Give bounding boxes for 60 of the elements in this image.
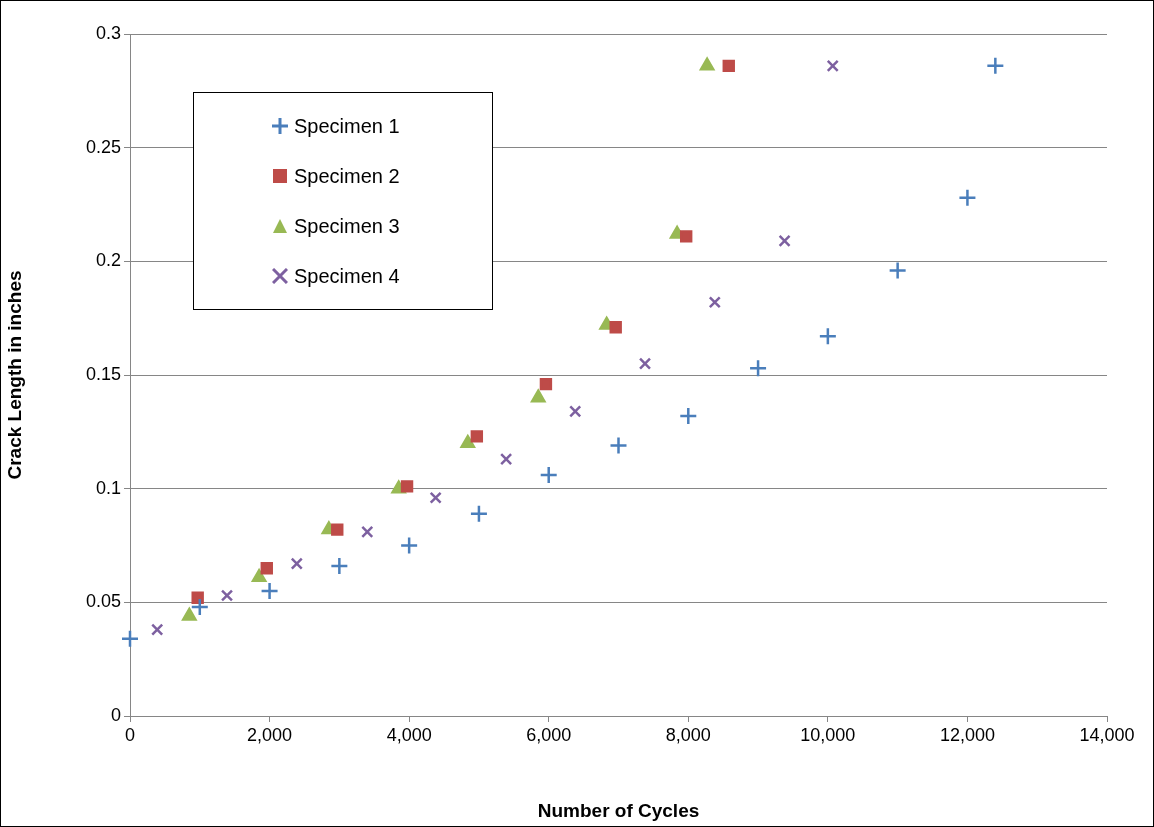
- legend-label: Specimen 4: [294, 264, 400, 288]
- point: [429, 491, 442, 504]
- x-tick-label: 12,000: [939, 724, 995, 745]
- x-axis-title: Number of Cycles: [537, 799, 700, 821]
- point: [260, 562, 273, 575]
- legend-label: Specimen 3: [294, 214, 400, 238]
- x-tick-label: 0: [124, 724, 136, 745]
- y-tick-label: 0: [110, 704, 121, 725]
- legend-label: Specimen 1: [294, 114, 400, 138]
- point: [361, 525, 374, 539]
- point: [330, 556, 349, 576]
- x-tick-label: 14,000: [1079, 724, 1135, 745]
- point: [609, 321, 622, 334]
- point: [539, 377, 553, 391]
- point: [826, 59, 839, 73]
- point: [539, 465, 558, 485]
- point: [331, 523, 344, 536]
- x-tick-label: 8,000: [665, 724, 711, 745]
- point: [699, 57, 715, 71]
- point: [569, 405, 582, 418]
- point: [748, 358, 768, 378]
- y-tick-label: 0.3: [95, 22, 121, 43]
- x-tick-label: 10,000: [800, 724, 856, 745]
- y-tick-label: 0.15: [85, 363, 121, 384]
- point: [470, 430, 484, 443]
- point: [190, 597, 210, 617]
- y-tick-label: 0.1: [95, 477, 121, 498]
- x-tick-label: 4,000: [386, 724, 432, 745]
- point: [220, 589, 234, 602]
- legend-label: Specimen 2: [294, 164, 400, 188]
- y-axis-title: Crack Length in inches: [3, 270, 25, 480]
- point: [260, 581, 279, 601]
- point: [499, 452, 513, 466]
- x-tick-label: 2,000: [247, 724, 293, 745]
- point: [778, 234, 791, 248]
- point: [958, 188, 977, 207]
- point: [400, 480, 414, 493]
- point: [679, 406, 698, 426]
- point: [399, 536, 419, 555]
- point: [679, 230, 693, 243]
- point: [708, 296, 721, 309]
- point: [986, 56, 1005, 76]
- point: [290, 557, 303, 570]
- point: [722, 59, 735, 73]
- x-tick-label: 6,000: [526, 724, 572, 745]
- point: [182, 607, 197, 621]
- y-tick-label: 0.05: [85, 591, 121, 612]
- point: [638, 357, 652, 370]
- y-tick-label: 0.2: [95, 250, 121, 271]
- point: [251, 569, 267, 583]
- point: [818, 327, 838, 346]
- point: [460, 434, 476, 448]
- point: [151, 623, 164, 636]
- point: [888, 261, 907, 280]
- point: [120, 629, 140, 648]
- point: [530, 389, 546, 403]
- point: [191, 591, 204, 604]
- y-tick-label: 0.25: [85, 136, 121, 157]
- point: [469, 504, 489, 523]
- point: [609, 436, 628, 455]
